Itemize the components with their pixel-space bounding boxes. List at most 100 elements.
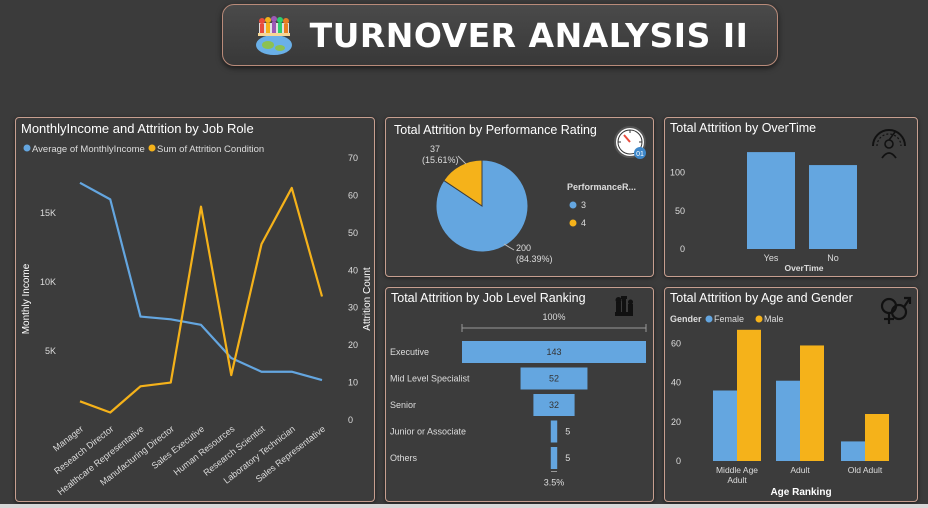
pie-data-label-4-value: 37 [430,144,440,154]
funnel-value-label: 5 [565,453,570,463]
series-line-attrition [79,186,324,414]
chart-job-level[interactable]: 100% Executive 143 Mid Level Specialist 52 Se… [386,288,655,503]
title-banner: TURNOVER ANALYSIS II [222,4,778,66]
funnel-bar [550,420,558,443]
x-tick-label: Old Adult [848,465,883,475]
x-tick-label: Yes [764,253,779,263]
y-right-tick-label: 50 [348,228,358,238]
gauge-clock-icon: 01 [614,126,646,159]
pie-slice-4 [443,159,483,207]
panel-performance: Total Attrition by Performance Rating 01… [385,117,654,277]
y-right-axis-label: Attrition Count [362,267,373,331]
panel-overtime: Total Attrition by OverTime 0 50 100 Yes No O… [664,117,918,277]
y-right-tick-label: 10 [348,378,358,388]
x-tick-label: No [827,253,839,263]
panel-title-job-role[interactable]: MonthlyIncome and Attrition by Job Role [21,121,254,136]
legend-marker-3 [569,201,577,209]
y-tick-label: 100 [670,168,685,178]
funnel-bottom-percent: 3.5% [544,478,565,488]
pie-data-label-4-percent: (15.61%) [422,155,459,165]
funnel-value-label: 5 [565,427,570,437]
x-tick-label: Middle Age [716,465,758,475]
y-right-tick-label: 20 [348,340,358,350]
y-right-tick-label: 70 [348,153,358,163]
bar-male [865,414,889,461]
bar-yes [747,152,795,249]
legend-marker-female [705,315,713,323]
x-axis-label: Age Ranking [770,487,831,498]
bar-male [737,329,761,461]
chart-job-role[interactable]: Average of MonthlyIncome Sum of Attrition… [16,118,376,503]
panel-job-level: Total Attrition by Job Level Ranking 100… [385,287,654,502]
y-left-tick-label: 10K [40,277,56,287]
y-right-tick-label: 60 [348,190,358,200]
legend-label-male: Male [764,314,784,324]
bar-female [841,441,865,461]
bar-male [800,345,824,461]
legend-marker-income [23,144,31,152]
funnel-bar [550,447,558,469]
funnel-category-label: Senior [390,400,416,410]
legend-label-female: Female [714,314,744,324]
y-tick-label: 60 [671,339,681,349]
funnel-bar [533,394,575,416]
funnel-value-label: 52 [549,374,559,384]
x-tick-label: Adult [727,475,747,485]
bottom-strip [0,504,928,508]
funnel-top-percent: 100% [542,312,565,322]
y-tick-label: 50 [675,206,685,216]
series-line-income [79,181,323,382]
speedometer-person-icon [872,129,906,159]
y-left-tick-label: 15K [40,208,56,218]
y-right-tick-label: 40 [348,265,358,275]
bar-no [809,165,857,249]
legend-label-4: 4 [581,218,586,228]
legend-title-gender: Gender [670,314,702,324]
y-tick-label: 0 [676,456,681,466]
funnel-category-label: Executive [390,347,429,357]
chart-overtime[interactable]: 0 50 100 Yes No OverTime [665,118,919,278]
panel-job-role: MonthlyIncome and Attrition by Job Role … [15,117,375,502]
pie-data-label-3-percent: (84.39%) [516,254,553,264]
legend-marker-attrition [148,144,156,152]
y-tick-label: 20 [671,417,681,427]
bar-female [713,390,737,461]
chart-performance[interactable]: 200(84.39%) 37(15.61%) PerformanceR... 3 4 [386,118,655,278]
panel-title-overtime[interactable]: Total Attrition by OverTime [670,121,817,135]
legend-label-attrition: Sum of Attrition Condition [157,144,264,155]
office-people-globe-icon [255,16,292,55]
svg-text:01: 01 [636,151,644,158]
panel-title-age-gender[interactable]: Total Attrition by Age and Gender [670,291,853,305]
panel-title-performance[interactable]: Total Attrition by Performance Rating [394,123,597,137]
pie-leader-line-4 [457,155,467,165]
funnel-value-label: 32 [549,400,559,410]
y-tick-label: 40 [671,378,681,388]
panel-age-gender: Total Attrition by Age and Gender Gender… [664,287,918,502]
page-title: TURNOVER ANALYSIS II [309,15,749,55]
y-right-tick-label: 30 [348,303,358,313]
funnel-value-label: 143 [546,347,561,357]
pie-leader-line-3 [503,243,515,251]
x-axis-label: OverTime [784,263,823,273]
bar-female [776,380,800,461]
legend-marker-4 [569,219,577,227]
y-left-tick-label: 5K [45,346,56,356]
funnel-bar [520,367,588,390]
x-tick-label: Adult [790,465,810,475]
gender-symbols-icon [880,296,912,324]
y-right-tick-label: 0 [348,415,353,425]
funnel-category-label: Mid Level Specialist [390,374,470,384]
y-tick-label: 0 [680,244,685,254]
legend-marker-male [755,315,763,323]
y-left-axis-label: Monthly Income [21,263,32,334]
pie-data-label-3-value: 200 [516,243,531,253]
legend-label-3: 3 [581,200,586,210]
panel-title-job-level[interactable]: Total Attrition by Job Level Ranking [391,291,586,305]
funnel-category-label: Others [390,453,418,463]
chess-pieces-icon [615,296,633,316]
funnel-category-label: Junior or Associate [390,427,466,437]
legend-label-income: Average of MonthlyIncome [32,144,145,155]
funnel-bar [462,341,646,363]
legend-title-performance: PerformanceR... [567,182,636,192]
